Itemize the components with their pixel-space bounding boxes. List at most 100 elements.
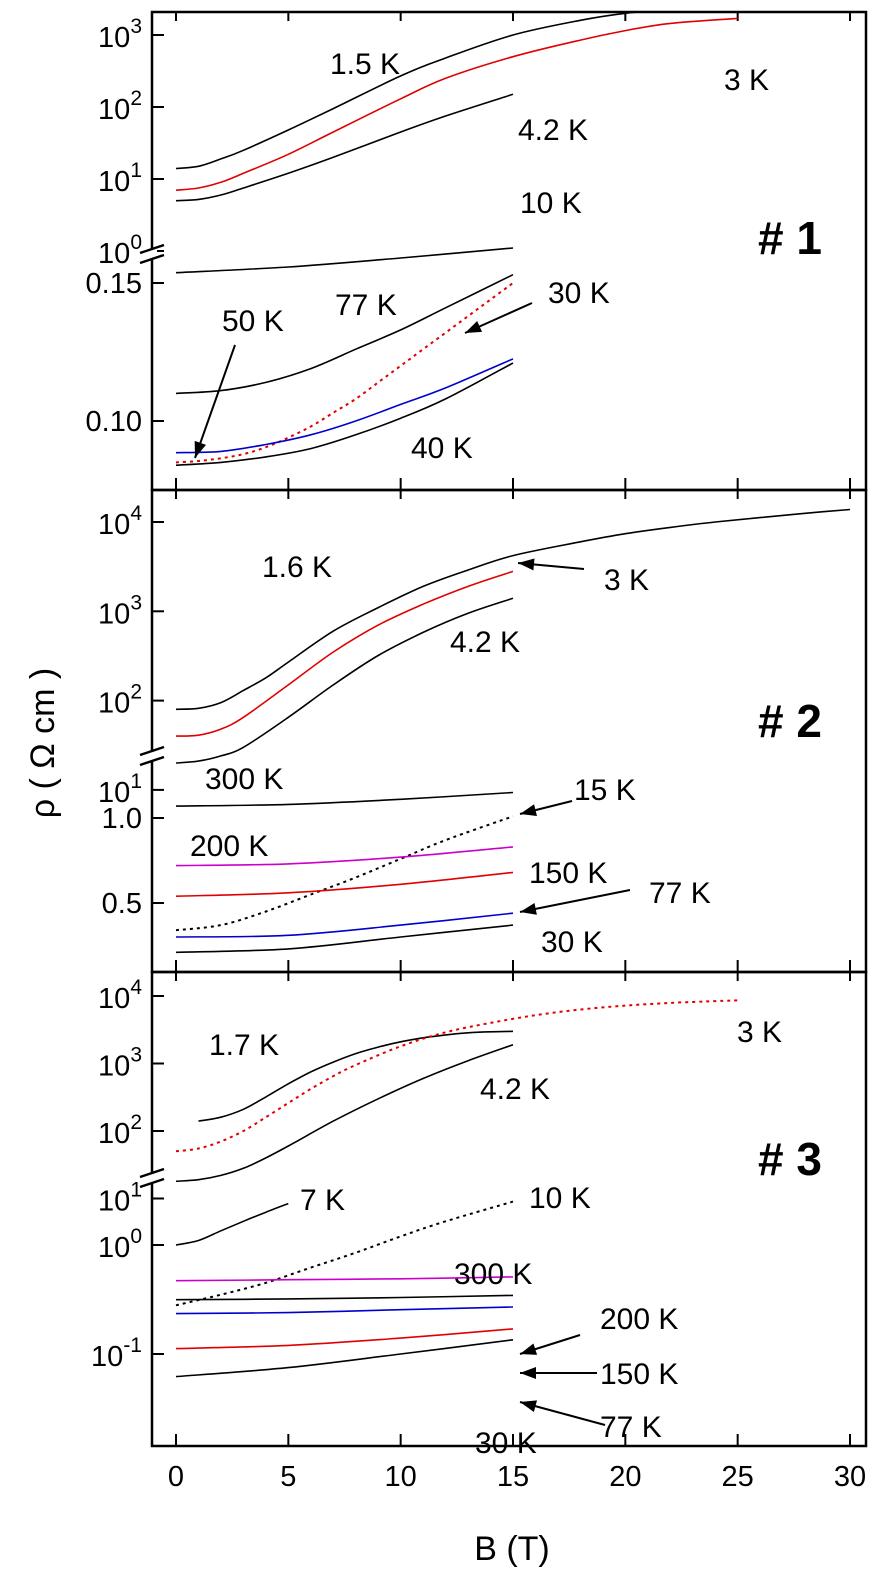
panel-3-arrow-head xyxy=(520,1367,536,1379)
panel-1-series-10-k xyxy=(175,247,514,274)
panel-3-axis-break-mark xyxy=(139,1167,165,1179)
panel-1-series-3-k xyxy=(175,17,738,191)
x-axis: 0 5 10 15 20 25 30 xyxy=(168,1461,866,1493)
panel-3-ytick-label-10e2: 102 xyxy=(98,1111,142,1150)
panel-3-annotation-3-k: 3 K xyxy=(737,1016,782,1049)
panel-2-arrow xyxy=(519,889,631,913)
panel-2-annotation-4-2-k: 4.2 K xyxy=(450,626,520,659)
panel-3-arrow-head xyxy=(520,1400,538,1412)
panel-2-ytick-label-10e3: 103 xyxy=(98,591,142,630)
panel-3-series-77-k xyxy=(175,1328,514,1350)
panel-3-series-150-k xyxy=(175,1306,514,1315)
panel-2-ytick-label-0-5: 0.5 xyxy=(102,888,142,920)
panel-1-annotation-77-k: 77 K xyxy=(335,289,397,322)
panel-3-annotation-200-k: 200 K xyxy=(600,1303,678,1336)
panel-2-series-3-k xyxy=(175,570,514,737)
panel-3-series-200-k xyxy=(175,1294,514,1301)
panel-3-axis-break-gap xyxy=(147,1174,157,1184)
panel-2-series-15-k xyxy=(175,815,514,932)
panel-3-annotation-300-k: 300 K xyxy=(454,1258,532,1291)
panel-2-axis-break-mark xyxy=(139,745,165,757)
panel-3-ytick-label-10e4: 104 xyxy=(98,976,142,1015)
panel-3-series-30-k xyxy=(175,1339,514,1378)
panel-2-series-4-2-k xyxy=(175,597,514,764)
panel-2-ytick-label-1-0: 1.0 xyxy=(102,803,142,835)
panel-1-ytick-label-10e0: 100 xyxy=(98,231,142,270)
panel-3-frame xyxy=(150,970,868,1448)
panel-1-axis-break-mark xyxy=(139,253,165,265)
panel-2-arrow-head xyxy=(520,804,537,816)
panel-1-ytick-label-10e2: 102 xyxy=(98,87,142,126)
panel-3-annotation-77-k: 77 K xyxy=(600,1411,662,1444)
panel-3-annotation-1-7-k: 1.7 K xyxy=(209,1029,279,1062)
panel-3-annotation-30-k: 30 K xyxy=(475,1427,537,1460)
panel-2-series-77-k xyxy=(175,912,514,938)
x-tick-label-15: 15 xyxy=(497,1461,529,1493)
panel-2-axis-break-mark xyxy=(139,755,165,767)
panel-3-series-4-2-k xyxy=(175,1043,514,1183)
panel-1-axis-break-gap xyxy=(147,250,157,260)
panel-1-ytick-label-0-15: 0.15 xyxy=(86,268,142,300)
panel-3-series-300-k xyxy=(175,1276,514,1282)
panel-1-label: # 1 xyxy=(758,212,822,264)
panel-2-ytick-label-10e2: 102 xyxy=(98,681,142,720)
panel-3-annotation-4-2-k: 4.2 K xyxy=(480,1073,550,1106)
panel-1-series-30-k xyxy=(175,282,514,464)
panel-3-ytick-label-10e-1: 10-1 xyxy=(91,1334,142,1373)
x-tick-label-5: 5 xyxy=(280,1461,296,1493)
panel-2-annotation-200-k: 200 K xyxy=(190,830,268,863)
panel-3-series-3-k xyxy=(175,999,738,1153)
panel-3-ytick-label-10e0: 100 xyxy=(98,1225,142,1264)
panel-1-annotation-3-k: 3 K xyxy=(724,64,769,97)
panel-1-series-50-k xyxy=(175,358,514,454)
panel-1-series-77-k xyxy=(175,273,514,395)
panel-2-arrow-head xyxy=(520,902,537,915)
panel-1-series-1-5-k xyxy=(175,12,648,170)
panel-2-series-1-6-k xyxy=(175,508,851,711)
panel-3-arrow-head xyxy=(520,1343,538,1355)
panel-2-annotation-3-k: 3 K xyxy=(604,564,649,597)
panel-1-annotation-1-5-k: 1.5 K xyxy=(330,48,400,81)
panel-3-series-10-k xyxy=(175,1200,514,1307)
y-axis-label: ρ ( Ω cm ) xyxy=(24,668,62,819)
x-tick-label-0: 0 xyxy=(168,1461,184,1493)
panel-1-series-4-2-k xyxy=(175,93,514,202)
panel-3-label: # 3 xyxy=(758,1133,822,1185)
panel-1-annotation-10-k: 10 K xyxy=(520,187,582,220)
panel-1-ytick-label-10e1: 101 xyxy=(98,159,142,198)
panel-2-annotation-30-k: 30 K xyxy=(541,926,603,959)
panel-3-series-7-k xyxy=(175,1202,289,1246)
panel-2-arrow-head xyxy=(518,558,535,571)
panel-2-series-300-k xyxy=(175,791,514,807)
panel-1-annotation-30-k: 30 K xyxy=(548,277,610,310)
x-tick-label-25: 25 xyxy=(722,1461,754,1493)
panel-2-annotation-77-k: 77 K xyxy=(649,877,711,910)
panel-1-ytick-label-0-10: 0.10 xyxy=(86,406,142,438)
panel-1-arrow-head xyxy=(465,320,483,333)
panel-1-series-40-k xyxy=(175,362,514,466)
panel-3-annotation-10-k: 10 K xyxy=(529,1182,591,1215)
panel-3-series-1-7-k xyxy=(198,1030,514,1122)
x-tick-label-20: 20 xyxy=(609,1461,641,1493)
panel-2-annotation-300-k: 300 K xyxy=(205,763,283,796)
panel-2-annotation-150-k: 150 K xyxy=(529,857,607,890)
panel-3: 104 103 102 101 100 10-1 1.7 K 3 K 4.2 K 7 K 10 K 3… xyxy=(91,970,868,1460)
panel-1-annotation-4-2-k: 4.2 K xyxy=(518,114,588,147)
panel-2-axis-break-gap xyxy=(147,752,157,762)
panel-1-arrow xyxy=(194,344,236,459)
panel-1-ytick-label-10e3: 103 xyxy=(98,15,142,54)
panel-3-axis-break-mark xyxy=(139,1177,165,1189)
x-axis-label: B (T) xyxy=(474,1530,550,1568)
panel-3-ytick-label-10e3: 103 xyxy=(98,1044,142,1083)
panel-1-arrow-head xyxy=(194,440,206,458)
panel-1-annotation-50-k: 50 K xyxy=(222,305,284,338)
panel-3-annotation-7-k: 7 K xyxy=(300,1184,345,1217)
panel-2-annotation-1-6-k: 1.6 K xyxy=(262,551,332,584)
panel-2-annotation-15-k: 15 K xyxy=(574,774,636,807)
panel-2-series-200-k xyxy=(175,846,514,867)
panel-2-series-150-k xyxy=(175,871,514,897)
